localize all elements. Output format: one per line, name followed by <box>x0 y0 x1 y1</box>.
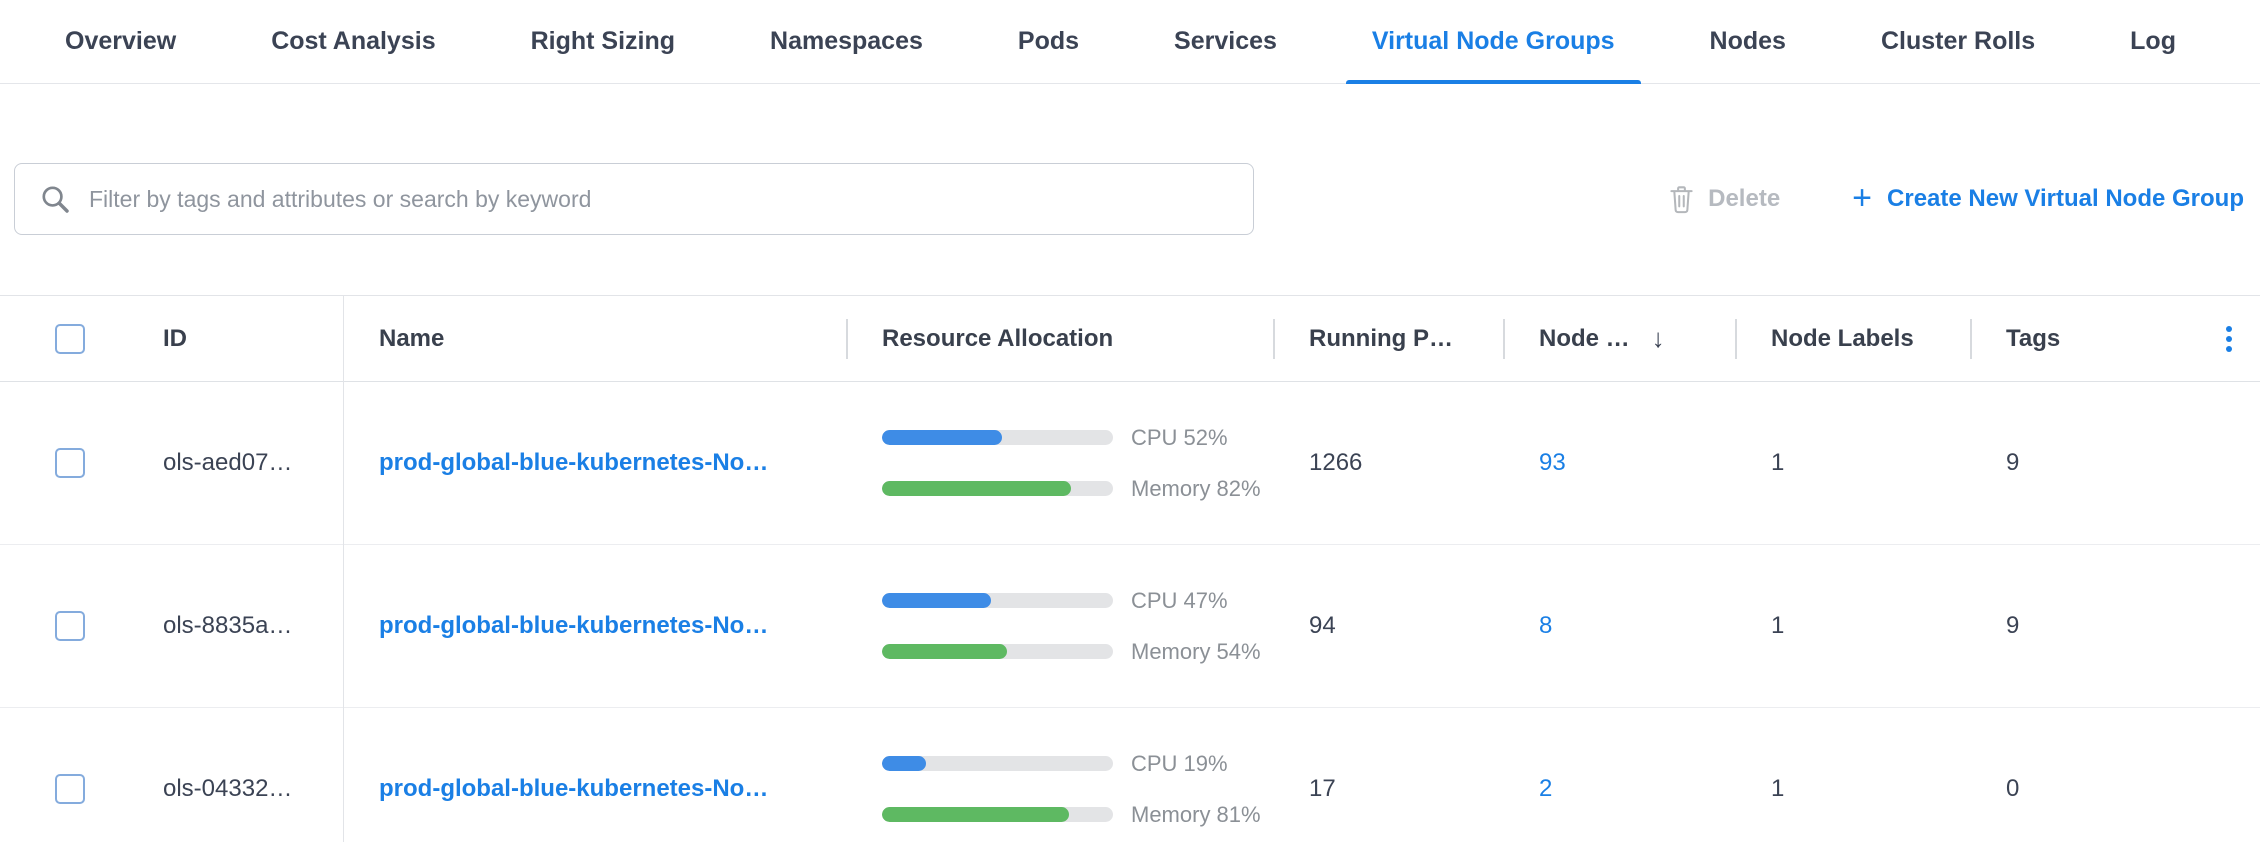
tab-log[interactable]: Log <box>2130 27 2176 55</box>
running-pods-count: 94 <box>1309 612 1336 639</box>
nodes-count-link[interactable]: 93 <box>1539 449 1566 476</box>
filter-search-box[interactable] <box>14 163 1254 235</box>
vng-table: ID Name Resource Allocation Running P… N… <box>0 295 2260 842</box>
table-header-row: ID Name Resource Allocation Running P… N… <box>0 295 2260 382</box>
column-header-nodes[interactable]: Node … ↓ <box>1503 296 1735 381</box>
row-checkbox[interactable] <box>55 611 85 641</box>
tags-count: 9 <box>2006 612 2020 639</box>
memory-bar <box>882 807 1113 822</box>
memory-bar <box>882 644 1113 659</box>
cpu-label: CPU 52% <box>1131 424 1228 450</box>
cpu-bar <box>882 593 1113 608</box>
cpu-label: CPU 47% <box>1131 587 1228 613</box>
tab-right-sizing[interactable]: Right Sizing <box>530 27 676 55</box>
running-pods-count: 17 <box>1309 775 1336 802</box>
vng-id: ols-aed07… <box>163 449 293 476</box>
tags-count: 9 <box>2006 449 2020 476</box>
table-row: ols-aed07… prod-global-blue-kubernetes-N… <box>0 382 2260 545</box>
tab-cluster-rolls[interactable]: Cluster Rolls <box>1880 27 2036 55</box>
node-labels-count: 1 <box>1771 612 1785 639</box>
vng-name-link[interactable]: prod-global-blue-kubernetes-No… <box>379 775 769 802</box>
cpu-bar <box>882 756 1113 771</box>
column-header-resource-allocation[interactable]: Resource Allocation <box>846 296 1273 381</box>
tab-bar: Overview Cost Analysis Right Sizing Name… <box>0 0 2260 84</box>
tab-overview[interactable]: Overview <box>65 27 177 55</box>
column-header-name[interactable]: Name <box>379 324 445 352</box>
nodes-count-link[interactable]: 8 <box>1539 612 1553 639</box>
column-menu-icon[interactable] <box>2226 325 2232 352</box>
column-header-node-labels[interactable]: Node Labels <box>1735 296 1970 381</box>
tab-services[interactable]: Services <box>1174 27 1277 55</box>
tab-namespaces[interactable]: Namespaces <box>770 27 923 55</box>
vng-id: ols-04332… <box>163 775 293 802</box>
memory-label: Memory 54% <box>1131 638 1261 664</box>
tags-count: 0 <box>2006 775 2020 802</box>
row-checkbox[interactable] <box>55 448 85 478</box>
select-all-checkbox[interactable] <box>55 323 85 354</box>
vng-name-link[interactable]: prod-global-blue-kubernetes-No… <box>379 612 769 639</box>
create-vng-button[interactable]: + Create New Virtual Node Group <box>1852 178 2244 217</box>
filter-input[interactable] <box>89 185 1229 213</box>
delete-button-label: Delete <box>1708 185 1781 212</box>
vng-name-link[interactable]: prod-global-blue-kubernetes-No… <box>379 449 769 476</box>
column-header-id[interactable]: ID <box>163 324 187 352</box>
toolbar-actions: Delete + Create New Virtual Node Group <box>1668 163 2244 235</box>
sort-descending-icon[interactable]: ↓ <box>1651 323 1665 353</box>
resource-allocation-cell: CPU 47% Memory 54% <box>846 545 1273 707</box>
plus-icon: + <box>1852 178 1873 217</box>
nodes-count-link[interactable]: 2 <box>1539 775 1553 802</box>
node-labels-count: 1 <box>1771 449 1785 476</box>
row-checkbox[interactable] <box>55 774 85 804</box>
filter-toolbar: Delete + Create New Virtual Node Group <box>0 163 2260 235</box>
search-icon <box>39 183 71 215</box>
create-vng-button-label: Create New Virtual Node Group <box>1887 185 2244 212</box>
memory-label: Memory 81% <box>1131 801 1261 827</box>
vng-id: ols-8835a… <box>163 612 293 639</box>
table-row: ols-8835a… prod-global-blue-kubernetes-N… <box>0 545 2260 708</box>
frozen-column-divider <box>343 295 344 842</box>
column-header-running-pods[interactable]: Running P… <box>1273 296 1503 381</box>
resource-allocation-cell: CPU 19% Memory 81% <box>846 708 1273 842</box>
tab-virtual-node-groups[interactable]: Virtual Node Groups <box>1345 0 1641 84</box>
cpu-label: CPU 19% <box>1131 750 1228 776</box>
running-pods-count: 1266 <box>1309 449 1363 476</box>
table-row: ols-04332… prod-global-blue-kubernetes-N… <box>0 708 2260 842</box>
column-header-tags[interactable]: Tags <box>1970 296 2210 381</box>
delete-button[interactable]: Delete <box>1668 184 1780 214</box>
memory-label: Memory 82% <box>1131 475 1261 501</box>
memory-bar <box>882 481 1113 496</box>
cpu-bar <box>882 430 1113 445</box>
resource-allocation-cell: CPU 52% Memory 82% <box>846 382 1273 544</box>
tab-nodes[interactable]: Nodes <box>1709 27 1786 55</box>
node-labels-count: 1 <box>1771 775 1785 802</box>
tab-pods[interactable]: Pods <box>1017 27 1080 55</box>
trash-icon <box>1668 184 1695 214</box>
tab-cost-analysis[interactable]: Cost Analysis <box>271 27 436 55</box>
